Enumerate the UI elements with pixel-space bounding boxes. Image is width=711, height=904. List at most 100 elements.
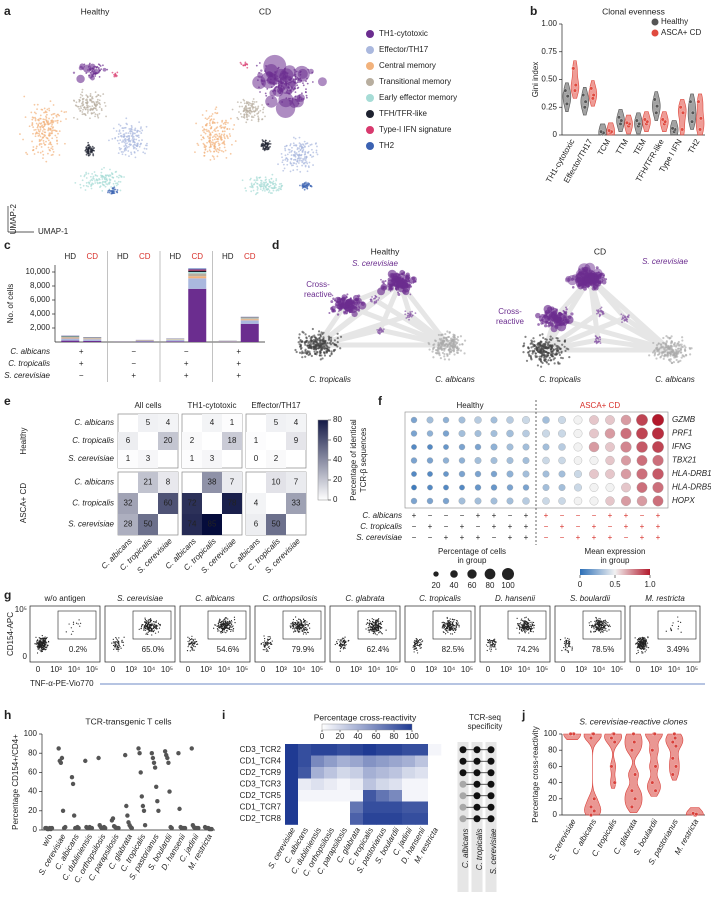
umap-cell [91,97,94,100]
umap-cell [224,123,227,126]
umap-cell [47,134,50,137]
network-cell [668,336,671,340]
network-cell [627,314,630,317]
flow-event [344,640,346,642]
umap-cell [97,66,100,69]
umap-cell [78,107,81,110]
flow-event [187,646,189,648]
flow-event [454,631,456,634]
flow-event [218,626,220,629]
network-edge [552,315,673,353]
network-cell [544,338,547,341]
umap-cell [209,133,212,136]
network-cell [318,339,322,342]
umap-cell [64,142,66,145]
flow-event [43,641,45,643]
umap-cell [251,108,254,110]
flow-event [299,631,301,633]
umap-cell [211,139,214,141]
flow-xtick: 0 [36,665,41,674]
umap-cell [111,187,114,189]
flow-event [262,649,264,651]
network-cell [578,268,581,271]
flow-event [113,648,115,650]
flow-box [179,605,251,663]
umap-cell [218,146,221,149]
network-cell [684,346,687,349]
network-cell [564,349,567,352]
flow-event [303,629,306,631]
network-cell [689,353,692,356]
flow-event [269,637,272,639]
flow-event [188,637,190,639]
network-cell [534,356,538,359]
flow-event [186,650,189,652]
umap-cell [289,143,292,145]
umap-cell [117,180,120,183]
flow-event [122,641,124,644]
umap-cell [246,63,249,66]
umap-cell [80,107,82,110]
flow-event [490,646,492,648]
umap-cell [103,166,105,169]
umap-cell [213,158,216,160]
network-cell [663,353,667,356]
flow-event [41,646,43,648]
network-cell [318,350,321,353]
flow-event [419,639,421,641]
umap-cell [26,153,29,156]
umap-cell [274,186,277,189]
network-cell [409,293,412,296]
network-label: C. tropicalis [539,375,581,384]
umap-cell [134,132,136,135]
network-cell [568,356,571,359]
umap-cell [221,130,224,133]
umap-cell [315,151,318,154]
flow-event [156,628,158,630]
flow-event [339,650,341,652]
flow-event [46,647,48,649]
network-cell [400,272,403,275]
flow-event [369,629,372,631]
flow-event [365,628,367,630]
umap-cell [37,130,40,132]
flow-event [369,625,371,627]
network-cell [433,343,436,346]
network-cell [408,316,411,319]
network-cell [667,351,670,355]
network-cell [377,331,380,334]
umap-cell [127,132,130,135]
network-cell [326,342,329,345]
umap-cell [307,150,310,153]
flow-event [458,624,460,626]
flow-event [491,640,493,642]
flow-event [495,648,497,650]
umap-cell [203,131,206,134]
network-cell [545,355,548,359]
umap-cell [248,115,250,117]
umap-cell [87,181,90,184]
flow-event [155,627,157,629]
umap-cell [297,150,300,153]
network-edge [542,337,601,353]
umap-cell [48,109,51,112]
flow-event [306,628,308,631]
flow-event [268,642,270,644]
network-cell [621,321,623,324]
flow-event [70,633,73,635]
flow-event [157,625,159,627]
flow-event [146,622,148,625]
flow-event [228,627,230,629]
umap-cell [295,152,298,154]
umap-cell [120,134,123,137]
umap-cell [100,171,103,174]
umap-cell [226,127,229,130]
network-cell [669,358,672,361]
umap-cell [118,146,121,149]
umap-cell [243,113,246,116]
umap-cell [217,140,219,143]
flow-event [442,621,444,623]
flow-event [41,635,43,637]
umap-cell [201,126,204,128]
network-cell [456,335,460,339]
